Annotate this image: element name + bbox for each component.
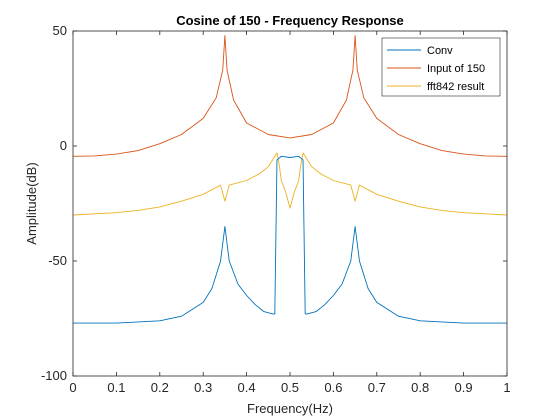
x-tick-label: 0.6 [324,380,342,395]
legend-label-fft842-result: fft842 result [427,81,484,93]
x-tick-label: 0.5 [281,380,299,395]
x-tick-label: 0.8 [411,380,429,395]
x-tick-label: 0 [69,380,76,395]
chart-title: Cosine of 150 - Frequency Response [176,13,404,28]
series-layer [72,35,508,324]
legend: Conv Input of 150 fft842 result [381,37,501,97]
x-tick-label: 0.4 [238,380,256,395]
series-line-input-of-150 [72,35,508,157]
y-axis-label: Amplitude(dB) [24,162,39,244]
y-tick-label: 0 [60,138,67,153]
legend-label-conv: Conv [427,45,453,57]
y-tick-label: -100 [41,368,67,383]
x-ticks: 0 0.1 0.2 0.3 0.4 0.5 0.6 0.7 0.8 0.9 1 [69,31,511,395]
y-tick-label: 50 [53,23,67,38]
x-axis-label: Frequency(Hz) [247,401,333,416]
x-tick-label: 0.2 [151,380,169,395]
y-ticks: 50 0 -50 -100 [41,23,507,383]
x-tick-label: 0.7 [368,380,386,395]
legend-label-input-of-150: Input of 150 [427,63,485,75]
series-line-fft842-result [72,152,508,216]
x-tick-label: 0.1 [107,380,125,395]
x-tick-label: 0.9 [455,380,473,395]
x-tick-label: 1 [503,380,510,395]
x-tick-label: 0.3 [194,380,212,395]
series-line-conv [73,155,507,324]
y-tick-label: -50 [48,253,67,268]
